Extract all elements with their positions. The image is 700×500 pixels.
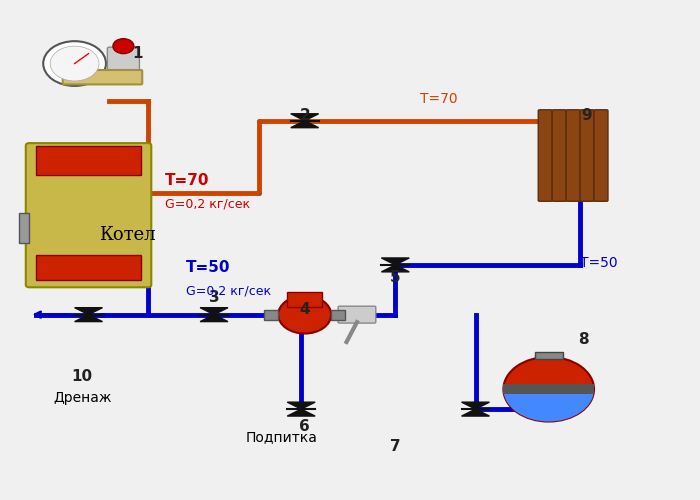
- Text: 10: 10: [71, 370, 92, 384]
- Wedge shape: [503, 389, 594, 422]
- FancyBboxPatch shape: [26, 143, 151, 288]
- Text: 6: 6: [300, 419, 310, 434]
- Polygon shape: [382, 258, 409, 265]
- Polygon shape: [461, 409, 489, 416]
- Text: Дренаж: Дренаж: [54, 390, 112, 404]
- Polygon shape: [382, 265, 409, 272]
- Circle shape: [278, 296, 331, 334]
- Text: Подпитка: Подпитка: [246, 430, 317, 444]
- Bar: [503, 384, 594, 394]
- Polygon shape: [75, 314, 102, 322]
- Text: 3: 3: [209, 290, 219, 304]
- Circle shape: [50, 46, 99, 81]
- FancyBboxPatch shape: [580, 110, 594, 202]
- FancyBboxPatch shape: [552, 110, 566, 202]
- Text: T=70: T=70: [165, 174, 210, 188]
- Text: 2: 2: [300, 108, 310, 123]
- Text: Котел: Котел: [99, 226, 155, 244]
- Text: G=0,2 кг/сек: G=0,2 кг/сек: [165, 198, 251, 210]
- Text: 1: 1: [132, 46, 143, 61]
- Polygon shape: [75, 308, 102, 314]
- Text: 9: 9: [582, 108, 592, 123]
- Circle shape: [503, 357, 594, 422]
- Bar: [36, 146, 141, 176]
- Text: 4: 4: [300, 302, 310, 317]
- Bar: [331, 310, 345, 320]
- FancyBboxPatch shape: [338, 306, 376, 323]
- Bar: [19, 213, 29, 243]
- FancyBboxPatch shape: [63, 70, 142, 84]
- Text: 5: 5: [390, 270, 400, 285]
- Bar: [287, 292, 322, 307]
- Text: T=70: T=70: [420, 92, 457, 106]
- Text: 7: 7: [390, 439, 400, 454]
- Bar: [36, 255, 141, 280]
- Polygon shape: [287, 402, 315, 409]
- Polygon shape: [461, 402, 489, 409]
- Polygon shape: [200, 314, 228, 322]
- Polygon shape: [200, 308, 228, 314]
- Circle shape: [113, 38, 134, 54]
- Bar: [264, 310, 278, 320]
- Text: 8: 8: [578, 332, 589, 347]
- Polygon shape: [287, 409, 315, 416]
- Polygon shape: [290, 114, 318, 120]
- FancyBboxPatch shape: [566, 110, 580, 202]
- Polygon shape: [290, 120, 318, 128]
- FancyBboxPatch shape: [594, 110, 608, 202]
- FancyBboxPatch shape: [538, 110, 552, 202]
- Text: G=0,2 кг/сек: G=0,2 кг/сек: [186, 285, 272, 298]
- Circle shape: [43, 41, 106, 86]
- Text: T=50: T=50: [186, 260, 231, 276]
- Bar: [535, 352, 563, 360]
- Text: T=50: T=50: [580, 256, 617, 270]
- FancyBboxPatch shape: [107, 47, 139, 75]
